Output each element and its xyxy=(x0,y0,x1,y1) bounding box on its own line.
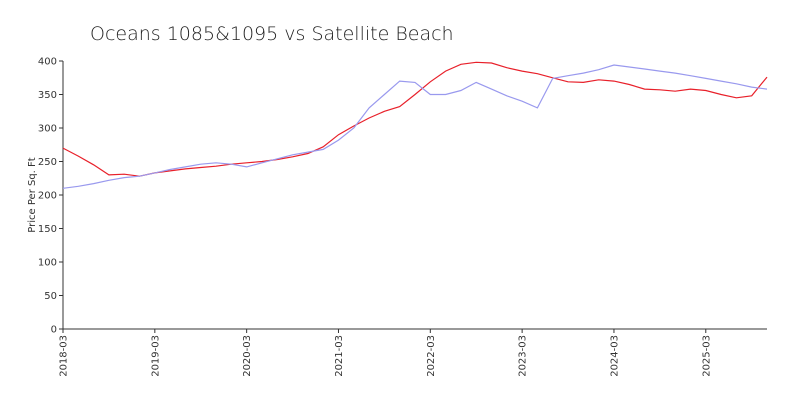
line-series xyxy=(62,61,768,177)
x-tick-label: 2023-03 xyxy=(518,335,529,377)
x-tick-label: 2022-03 xyxy=(426,335,437,377)
x-tick-label: 2019-03 xyxy=(150,335,161,377)
chart-title: Oceans 1085&1095 vs Satellite Beach xyxy=(90,23,454,45)
x-tick-label: 2024-03 xyxy=(609,335,620,377)
y-tick-label: 250 xyxy=(38,157,57,168)
x-tick-label: 2025-03 xyxy=(701,335,712,377)
y-tick-label: 50 xyxy=(44,291,57,302)
y-tick-label: 300 xyxy=(38,124,57,135)
y-tick-label: 150 xyxy=(38,224,57,235)
x-tick-label: 2021-03 xyxy=(334,335,345,377)
x-tick-label: 2020-03 xyxy=(242,335,253,377)
y-tick-label: 0 xyxy=(51,325,57,336)
y-tick-label: 350 xyxy=(38,90,57,101)
y-tick-label: 100 xyxy=(38,258,57,269)
y-tick-label: 200 xyxy=(38,191,57,202)
y-tick-label: 400 xyxy=(38,57,57,68)
x-tick-label: 2018-03 xyxy=(59,335,70,377)
line-series xyxy=(62,64,768,189)
y-axis-label: Price Per Sq. Ft xyxy=(27,157,38,232)
